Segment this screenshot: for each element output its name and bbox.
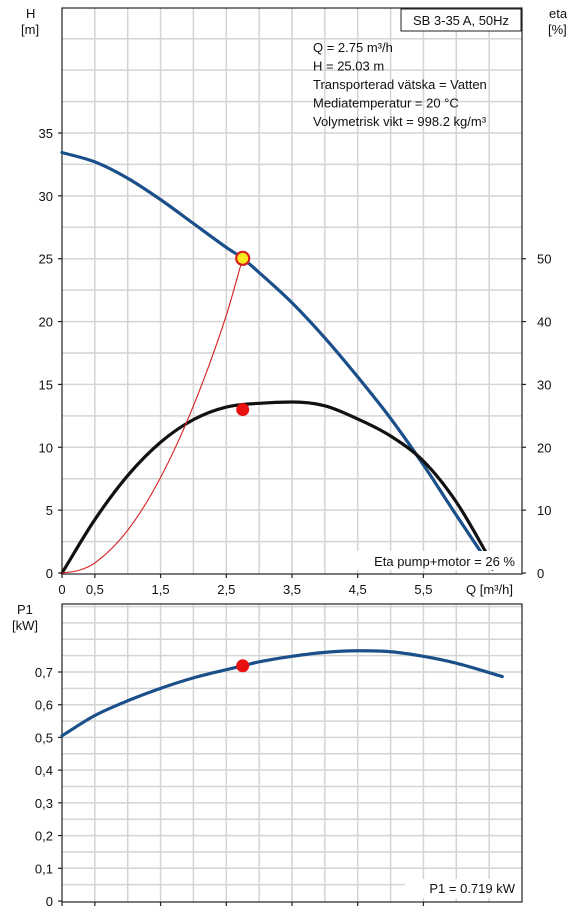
power-chart-series: [60, 649, 504, 738]
head-tick-label: 30: [39, 189, 53, 204]
power-tick-label: 0,7: [35, 665, 53, 680]
eta-axis-label: eta: [549, 6, 568, 21]
system-curve: [61, 257, 244, 574]
info-line: H = 25.03 m: [313, 59, 384, 74]
flow-tick-label: 2,5: [217, 582, 235, 597]
power-tick-label: 0,4: [35, 763, 53, 778]
eta-tick-label: 20: [537, 440, 551, 455]
duty-point-eta: [236, 403, 250, 417]
power-chart-grid: [62, 604, 522, 902]
head-eta-chart: H [m] eta [%] 0 5 10 15 20 25 30 35 0 10 20 30 40 50…: [21, 6, 568, 597]
head-tick-label: 15: [39, 377, 53, 392]
power-chart: P1 [kW] 0 0,1 0,2 0,3 0,4 0,5 0,6 0,7 P1 = 0.71…: [12, 602, 523, 909]
eta-curve: [60, 400, 495, 575]
head-chart-series: [60, 150, 495, 575]
power-tick-label: 0,3: [35, 796, 53, 811]
eta-tick-label: 50: [537, 252, 551, 267]
power-tick-label: 0: [46, 894, 53, 909]
flow-axis-ticks: 0 0,5 1,5 2,5 3,5 4,5 5,5 Q [m³/h]: [58, 574, 513, 597]
info-line: Volymetrisk vikt = 998.2 kg/m³: [313, 114, 487, 129]
head-tick-label: 10: [39, 440, 53, 455]
power-axis-label: P1: [17, 602, 33, 617]
eta-footer-text: Eta pump+motor = 26 %: [374, 554, 515, 569]
head-axis-ticks: 0 5 10 15 20 25 30 35: [39, 126, 62, 581]
power-tick-label: 0,2: [35, 829, 53, 844]
power-tick-label: 0,6: [35, 698, 53, 713]
power-tick-label: 0,5: [35, 730, 53, 745]
eta-axis-unit: [%]: [548, 22, 567, 37]
head-tick-label: 35: [39, 126, 53, 141]
duty-point-head: [235, 250, 251, 266]
info-line: Q = 2.75 m³/h: [313, 40, 393, 55]
model-title: SB 3-35 A, 50Hz: [413, 13, 509, 28]
head-tick-label: 0: [46, 566, 53, 581]
flow-tick-label: 0: [58, 582, 65, 597]
flow-tick-label: 1,5: [152, 582, 170, 597]
head-axis-label: H: [26, 6, 35, 21]
head-curve: [60, 150, 495, 571]
model-title-box: [400, 8, 522, 32]
eta-tick-label: 0: [537, 566, 544, 581]
eta-axis-ticks: 0 10 20 30 40 50: [522, 252, 551, 581]
power-tick-label: 0,1: [35, 861, 53, 876]
power-axis-ticks: 0 0,1 0,2 0,3 0,4 0,5 0,6 0,7: [35, 665, 425, 909]
head-tick-label: 25: [39, 252, 53, 267]
eta-footer-bg: [350, 551, 521, 570]
flow-tick-label: 3,5: [283, 582, 301, 597]
power-footer-bg: [405, 879, 521, 898]
operating-info: Q = 2.75 m³/h H = 25.03 m Transporterad vä…: [313, 40, 487, 129]
flow-axis-label: Q [m³/h]: [466, 582, 513, 597]
head-tick-label: 5: [46, 503, 53, 518]
head-chart-points: [235, 250, 251, 417]
flow-tick-label: 5,5: [414, 582, 432, 597]
power-axis-unit: [kW]: [12, 618, 38, 633]
head-chart-grid: [62, 8, 522, 574]
info-line: Mediatemperatur = 20 °C: [313, 96, 459, 111]
eta-tick-label: 30: [537, 377, 551, 392]
head-tick-label: 20: [39, 315, 53, 330]
power-chart-points: [236, 659, 250, 673]
eta-tick-label: 10: [537, 503, 551, 518]
duty-point-power: [236, 659, 250, 673]
power-curve: [60, 649, 504, 738]
power-footer-text: P1 = 0.719 kW: [429, 881, 515, 896]
info-line: Transporterad vätska = Vatten: [313, 77, 487, 92]
eta-tick-label: 40: [537, 315, 551, 330]
head-axis-unit: [m]: [21, 22, 39, 37]
flow-tick-label: 4,5: [349, 582, 367, 597]
flow-tick-label: 0,5: [86, 582, 104, 597]
